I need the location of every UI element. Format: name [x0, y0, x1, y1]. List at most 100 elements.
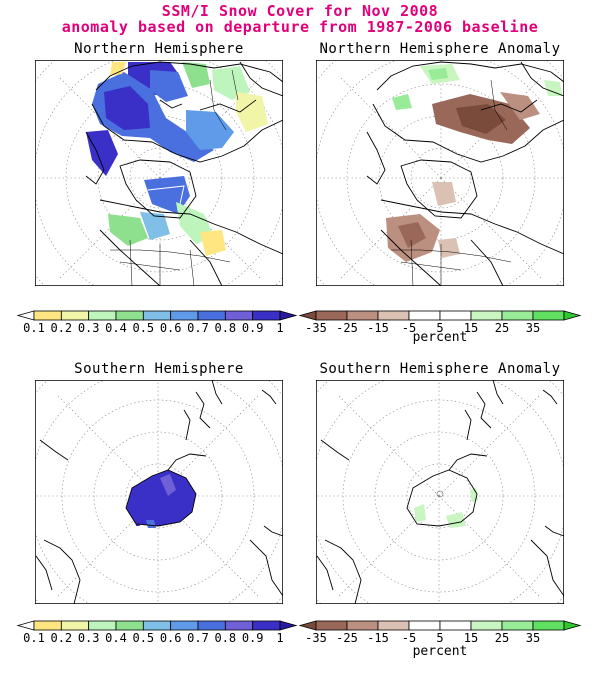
cover-bar-top-segment-10	[279, 310, 298, 321]
panel-title-nh-anomaly: Northern Hemisphere Anomaly	[319, 41, 561, 57]
cover-bar-top-tick-label: 0.4	[105, 321, 127, 335]
figure-subtitle: anomaly based on departure from 1987-200…	[61, 18, 539, 36]
snow-cover-colorbar-top: 0.1 0.2 0.3 0.4 0.5 0.6 0.7 0.8 0.9 1	[16, 310, 298, 335]
anomaly-bar-top-segment-5	[439, 310, 472, 321]
anomaly-bar-bottom-segment-9	[563, 620, 582, 631]
cover-bar-bottom-segment-1	[33, 620, 62, 631]
anomaly-bar-top-segment-3	[377, 310, 410, 321]
anomaly-bar-top-tick-label: -15	[367, 321, 389, 335]
snow-cover-colorbar-bottom: 0.1 0.2 0.3 0.4 0.5 0.6 0.7 0.8 0.9 1	[16, 620, 298, 645]
cover-bar-top-segment-5	[142, 310, 172, 321]
anomaly-bar-top-segment-4	[408, 310, 441, 321]
cover-bar-top-segment-1	[33, 310, 62, 321]
anomaly-bar-top-tick-label: -5	[402, 321, 416, 335]
cover-bar-bottom-segment-0	[16, 620, 35, 631]
antarctica-snow	[126, 470, 196, 528]
cover-bar-top-segment-6	[170, 310, 199, 321]
anomaly-bar-bottom-segment-6	[470, 620, 503, 631]
anomaly-bar-top-tick-label: -25	[336, 321, 358, 335]
cover-bar-top-segment-3	[88, 310, 117, 321]
cover-bar-top-tick-label: 0.1	[23, 321, 45, 335]
cover-bar-top-tick-label: 0.2	[50, 321, 72, 335]
cover-bar-bottom-segment-6	[170, 620, 199, 631]
cover-bar-top-tick-label: 0.9	[242, 321, 264, 335]
anomaly-bar-top-segment-9	[563, 310, 582, 321]
anomaly-bar-bottom-tick-label: 35	[526, 631, 540, 645]
anomaly-bar-bottom-tick-label: 15	[464, 631, 478, 645]
cover-bar-top-tick-label: 0.8	[214, 321, 236, 335]
anomaly-bar-bottom-tick-label: -35	[305, 631, 327, 645]
panel-title-sh-anomaly: Southern Hemisphere Anomaly	[319, 361, 561, 377]
cover-bar-top-segment-0	[16, 310, 35, 321]
cover-bar-bottom-tick-label: 0.4	[105, 631, 127, 645]
nh-anomaly-coastlines	[366, 61, 564, 286]
cover-bar-bottom-segment-4	[115, 620, 144, 631]
cover-bar-bottom-segment-9	[252, 620, 281, 631]
nh-map	[35, 60, 283, 286]
sh-map	[35, 380, 283, 604]
anomaly-bar-top-segment-1	[315, 310, 348, 321]
cover-bar-top-tick-label: 0.6	[160, 321, 182, 335]
anomaly-bar-bottom-segment-1	[315, 620, 348, 631]
sh-anomaly-map	[316, 380, 564, 604]
nh-coastlines	[85, 61, 283, 286]
anomaly-bar-bottom-tick-label: 25	[495, 631, 509, 645]
cover-bar-top-segment-2	[60, 310, 90, 321]
cover-bar-top-tick-label: 0.7	[187, 321, 209, 335]
cover-bar-bottom-segment-5	[142, 620, 172, 631]
nh-anomaly-borders	[391, 79, 512, 286]
figure-title: SSM/I Snow Cover for Nov 2008	[161, 2, 439, 20]
cover-bar-top-segment-4	[115, 310, 144, 321]
anomaly-bar-top-segment-0	[298, 310, 317, 321]
cover-bar-top-tick-label: 0.5	[132, 321, 154, 335]
anomaly-bar-top-segment-2	[346, 310, 379, 321]
anomaly-bar-bottom-segment-5	[439, 620, 472, 631]
sh-anomaly-graticule	[316, 380, 564, 604]
cover-bar-bottom-tick-label: 0.9	[242, 631, 264, 645]
cover-bar-top-segment-9	[252, 310, 281, 321]
cover-bar-bottom-tick-label: 0.5	[132, 631, 154, 645]
cover-bar-bottom-segment-2	[60, 620, 90, 631]
anomaly-bar-top-tick-label: 15	[464, 321, 478, 335]
nh-snow-cover	[86, 62, 268, 256]
panel-title-nh: Northern Hemisphere	[74, 41, 244, 57]
nh-borders	[110, 69, 239, 286]
anomaly-bar-bottom-tick-label: 5	[436, 631, 443, 645]
cover-bar-top-segment-7	[197, 310, 226, 321]
anomaly-bar-bottom-segment-4	[408, 620, 441, 631]
anomaly-bar-bottom-tick-label: -5	[402, 631, 416, 645]
anomaly-bar-top-unit-label: percent	[413, 330, 468, 345]
sh-coastlines	[35, 380, 283, 604]
anomaly-bar-top-segment-7	[501, 310, 534, 321]
anomaly-bar-top-segment-6	[470, 310, 503, 321]
cover-bar-top-tick-label: 0.3	[78, 321, 100, 335]
cover-bar-bottom-segment-10	[279, 620, 298, 631]
sh-anomaly-coastlines	[316, 380, 564, 604]
cover-bar-bottom-tick-label: 0.6	[160, 631, 182, 645]
panel-title-sh: Southern Hemisphere	[74, 361, 244, 377]
cover-bar-bottom-tick-label: 0.3	[78, 631, 100, 645]
anomaly-bar-top-segment-8	[532, 310, 565, 321]
cover-bar-bottom-tick-label: 0.8	[214, 631, 236, 645]
anomaly-bar-top-tick-label: 25	[495, 321, 509, 335]
anomaly-colorbar-bottom: -35 -25 -15 -5 5 15 25 35 percent	[298, 620, 582, 659]
cover-bar-bottom-tick-label: 0.2	[50, 631, 72, 645]
anomaly-bar-bottom-segment-0	[298, 620, 317, 631]
anomaly-bar-bottom-tick-label: -25	[336, 631, 358, 645]
cover-bar-bottom-tick-label: 0.1	[23, 631, 45, 645]
cover-bar-bottom-segment-8	[224, 620, 254, 631]
anomaly-colorbar-top: -35 -25 -15 -5 5 15 25 35 percent	[298, 310, 582, 345]
anomaly-bar-bottom-segment-2	[346, 620, 379, 631]
cover-bar-bottom-tick-label: 1	[276, 631, 283, 645]
cover-bar-bottom-tick-label: 0.7	[187, 631, 209, 645]
anomaly-bar-bottom-segment-8	[532, 620, 565, 631]
anomaly-bar-bottom-segment-3	[377, 620, 410, 631]
nh-anomaly-map	[316, 60, 564, 286]
anomaly-bar-top-tick-label: -35	[305, 321, 327, 335]
anomaly-bar-bottom-unit-label: percent	[413, 644, 468, 659]
cover-bar-top-segment-8	[224, 310, 254, 321]
anomaly-bar-top-tick-label: 5	[436, 321, 443, 335]
anomaly-bar-top-tick-label: 35	[526, 321, 540, 335]
cover-bar-bottom-segment-7	[197, 620, 226, 631]
